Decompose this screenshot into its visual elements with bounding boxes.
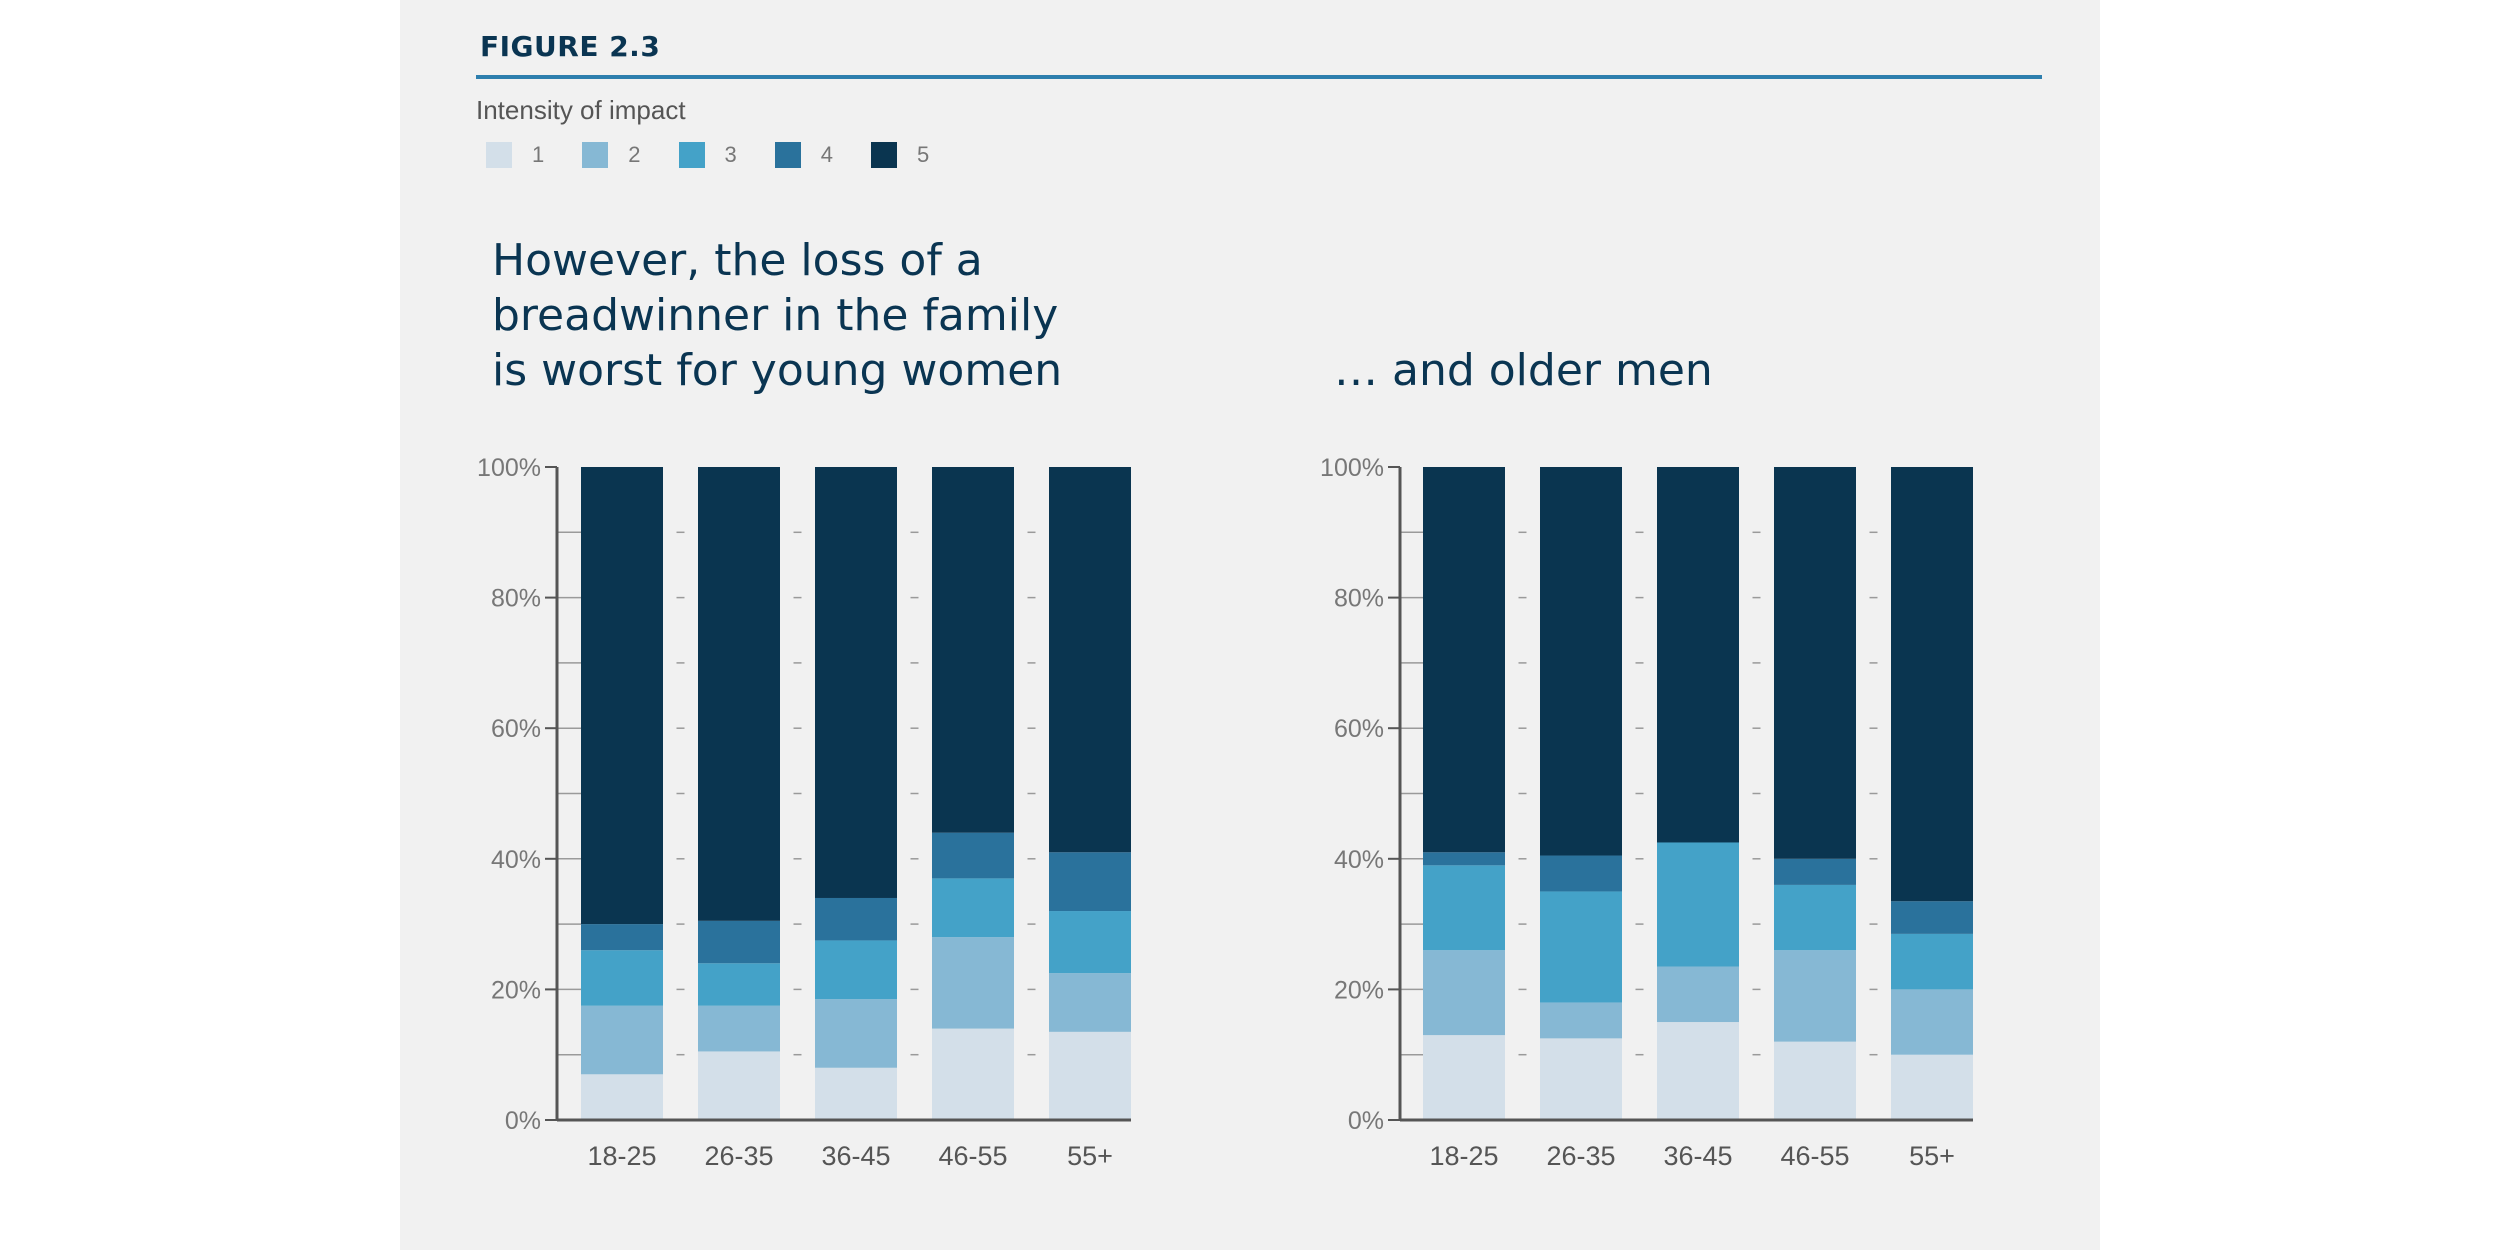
bar-segment-55+-level-5 [1049, 467, 1131, 853]
legend-item-5: 5 [871, 142, 929, 168]
bar-segment-36-45-level-2 [1657, 966, 1739, 1023]
legend-swatch-3 [678, 142, 705, 168]
bar-segment-18-25-level-5 [581, 467, 663, 925]
bar-segment-55+-level-4 [1049, 852, 1131, 912]
legend-item-3: 3 [678, 142, 737, 168]
bar-segment-36-45-level-4 [815, 897, 897, 941]
bar-segment-26-35-level-2 [1540, 1002, 1622, 1039]
bar-segment-55+-level-5 [1891, 467, 1973, 902]
bar-segment-36-45-level-5 [1657, 467, 1739, 843]
bar-segment-26-35-level-3 [698, 963, 780, 1006]
x-tick-label: 55+ [1909, 1141, 1955, 1171]
bar-segment-46-55-level-5 [1774, 467, 1856, 859]
bar-segment-36-45-level-1 [1657, 1022, 1739, 1120]
bar-segment-18-25-level-1 [581, 1074, 663, 1120]
legend-swatch-5 [871, 142, 897, 168]
legend-item-4: 4 [774, 142, 833, 168]
bar-segment-46-55-level-3 [932, 878, 1014, 938]
bar-segment-26-35-level-1 [698, 1051, 780, 1120]
legend-label-4: 4 [820, 142, 833, 167]
x-tick-label: 46-55 [1780, 1141, 1849, 1171]
y-tick-label: 20% [491, 976, 541, 1004]
bar-segment-26-35-level-2 [698, 1005, 780, 1052]
bar-segment-26-35-level-5 [1540, 467, 1622, 856]
bar-segment-26-35-level-1 [1540, 1038, 1622, 1120]
x-tick-label: 55+ [1067, 1141, 1113, 1171]
x-tick-label: 36-45 [1663, 1141, 1732, 1171]
legend-title: Intensity of impact [476, 95, 686, 125]
y-tick-label: 80% [491, 585, 541, 613]
legend: 1 2 3 4 5 [486, 140, 967, 170]
bar-segment-18-25-level-3 [581, 950, 663, 1006]
y-tick-label: 60% [491, 715, 541, 743]
bar-segment-46-55-level-4 [932, 832, 1014, 879]
y-tick-label: 20% [1334, 976, 1384, 1004]
bar-segment-55+-level-3 [1891, 933, 1973, 990]
bar-segment-18-25-level-3 [1423, 865, 1505, 951]
legend-swatch-1 [486, 142, 512, 168]
y-tick-label: 0% [505, 1107, 541, 1135]
bar-segment-18-25-level-4 [1423, 852, 1505, 866]
bar-segment-26-35-level-5 [698, 467, 780, 921]
chart-title-men: … and older men [1334, 345, 1713, 396]
bar-segment-55+-level-3 [1049, 911, 1131, 974]
bar-segment-46-55-level-4 [1774, 858, 1856, 885]
bar-segment-36-45-level-2 [815, 999, 897, 1068]
bar-segment-46-55-level-1 [1774, 1041, 1856, 1120]
x-tick-label: 18-25 [587, 1141, 656, 1171]
bar-segment-55+-level-2 [1891, 989, 1973, 1055]
bar-segment-46-55-level-3 [1774, 884, 1856, 951]
x-tick-label: 26-35 [704, 1141, 773, 1171]
legend-item-1: 1 [486, 142, 544, 168]
chart-women: 18-25 26-35 36-45 46-55 55+ 0% 20% 40% 60% 80% 100… [477, 454, 1131, 1171]
bar-segment-36-45-level-3 [1657, 842, 1739, 967]
bar-segment-46-55-level-2 [1774, 950, 1856, 1042]
y-tick-label: 100% [477, 454, 541, 482]
figure-label: FIGURE 2.3 [480, 30, 661, 63]
bar-segment-18-25-level-2 [581, 1005, 663, 1075]
bar-segment-26-35-level-3 [1540, 891, 1622, 1003]
bar-segment-18-25-level-5 [1423, 467, 1505, 853]
legend-item-2: 2 [582, 142, 641, 168]
legend-label-5: 5 [917, 142, 930, 167]
bar-segment-18-25-level-2 [1423, 950, 1505, 1036]
bar-segment-55+-level-1 [1049, 1031, 1131, 1120]
bar-segment-46-55-level-1 [932, 1028, 1014, 1120]
x-tick-label: 46-55 [938, 1141, 1007, 1171]
y-tick-label: 40% [491, 846, 541, 874]
bar-segment-55+-level-1 [1891, 1054, 1973, 1120]
x-tick-label: 26-35 [1546, 1141, 1615, 1171]
bar-segment-46-55-level-2 [932, 937, 1014, 1029]
bar-segment-46-55-level-5 [932, 467, 1014, 833]
chart-men: 18-25 26-35 36-45 46-55 55+ 0% 20% 40% 60% 80% 100… [1320, 454, 1973, 1171]
bar-segment-18-25-level-4 [581, 924, 663, 951]
bar-segment-26-35-level-4 [698, 920, 780, 964]
legend-label-2: 2 [628, 142, 641, 167]
legend-label-1: 1 [532, 142, 545, 167]
y-tick-label: 40% [1334, 846, 1384, 874]
bar-segment-55+-level-4 [1891, 901, 1973, 934]
legend-label-3: 3 [724, 142, 737, 167]
bar-segment-36-45-level-1 [815, 1067, 897, 1120]
bar-segment-55+-level-2 [1049, 973, 1131, 1032]
chart-title-women: However, the loss of a breadwinner in th… [492, 235, 1063, 396]
legend-swatch-2 [582, 142, 609, 168]
legend-swatch-4 [774, 142, 801, 168]
bar-segment-26-35-level-4 [1540, 855, 1622, 892]
y-tick-label: 100% [1320, 454, 1384, 482]
figure-divider [476, 75, 2042, 79]
bar-segment-36-45-level-3 [815, 940, 897, 1000]
x-tick-label: 36-45 [821, 1141, 890, 1171]
bar-segment-18-25-level-1 [1423, 1035, 1505, 1120]
x-tick-label: 18-25 [1429, 1141, 1498, 1171]
y-tick-label: 80% [1334, 585, 1384, 613]
y-tick-label: 0% [1348, 1107, 1384, 1135]
y-tick-label: 60% [1334, 715, 1384, 743]
bar-segment-36-45-level-5 [815, 467, 897, 898]
